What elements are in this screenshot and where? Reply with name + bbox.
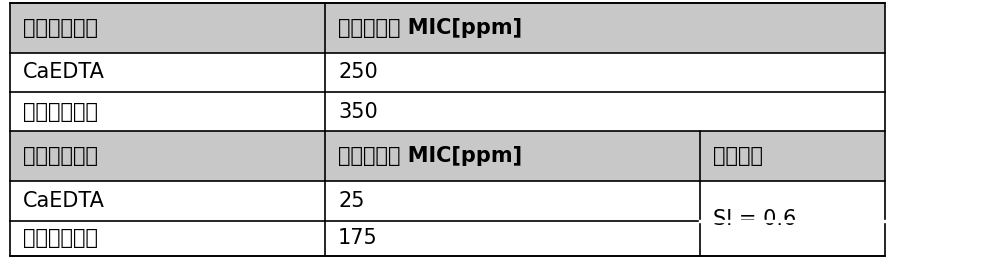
Text: CaEDTA: CaEDTA [23, 62, 105, 82]
Text: 175: 175 [338, 228, 378, 248]
Text: SI = 0.6: SI = 0.6 [713, 209, 796, 229]
Text: 活性成分组合: 活性成分组合 [23, 146, 98, 166]
Bar [10, 131, 885, 181]
Text: 25: 25 [338, 191, 364, 211]
Text: 二碳酸二甲酯: 二碳酸二甲酯 [23, 102, 98, 122]
Text: 一周之后的 MIC[ppm]: 一周之后的 MIC[ppm] [338, 18, 522, 38]
Bar [10, 3, 885, 53]
Text: 250: 250 [338, 62, 378, 82]
Text: 单独活性成分: 单独活性成分 [23, 18, 98, 38]
Text: CaEDTA: CaEDTA [23, 191, 105, 211]
Text: 二碳酸二甲酯: 二碳酸二甲酯 [23, 228, 98, 248]
Text: 协同指数: 协同指数 [713, 146, 763, 166]
Bar [10, 3, 885, 256]
Text: 一周之后的 MIC[ppm]: 一周之后的 MIC[ppm] [338, 146, 522, 166]
Text: 350: 350 [338, 102, 378, 122]
